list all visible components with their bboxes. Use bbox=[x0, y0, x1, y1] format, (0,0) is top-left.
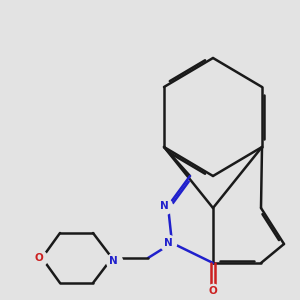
Point bbox=[111, 259, 116, 263]
Text: N: N bbox=[160, 201, 169, 211]
Point bbox=[37, 256, 41, 260]
Text: N: N bbox=[164, 238, 173, 248]
Point bbox=[166, 241, 171, 245]
Point bbox=[162, 204, 167, 208]
Text: O: O bbox=[208, 286, 217, 296]
Text: O: O bbox=[34, 253, 43, 263]
Text: N: N bbox=[109, 256, 118, 266]
Point bbox=[211, 289, 215, 294]
